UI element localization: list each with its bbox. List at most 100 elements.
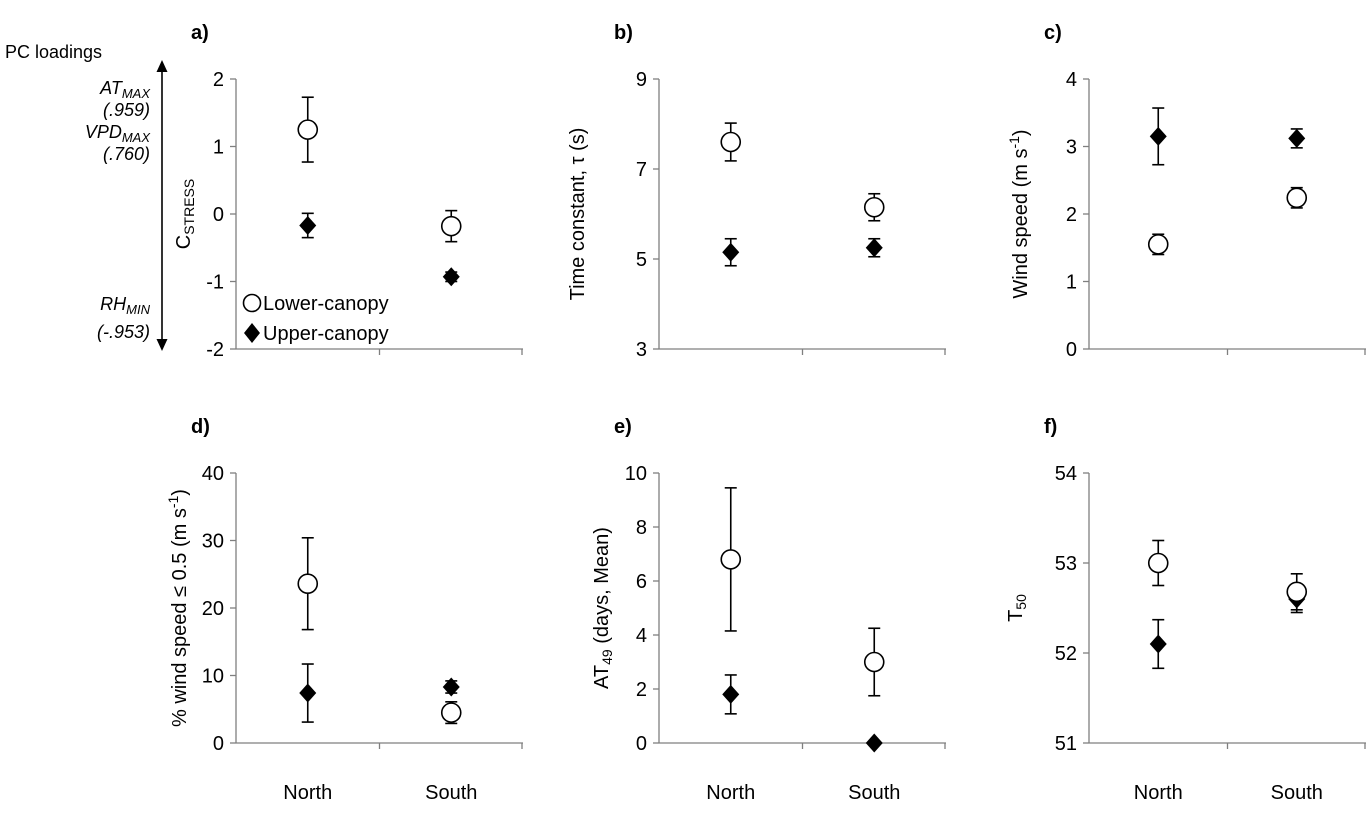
- x-category-label-south: South: [848, 782, 900, 804]
- upper-canopy-point-c: [1288, 128, 1306, 148]
- y-tick-label-f: 52: [1055, 643, 1077, 665]
- x-category-label-north: North: [706, 782, 755, 804]
- lower-canopy-point-a: [297, 119, 319, 140]
- panel-label-a: a): [191, 22, 209, 44]
- pc-arrow-head-down: [156, 339, 168, 351]
- y-tick-label-c: 4: [1066, 69, 1077, 91]
- upper-canopy-point-d: [442, 677, 460, 697]
- pc-loadings-annotation: PC loadings ATMAX (.959) VPDMAX (.760) R…: [5, 42, 168, 351]
- x-category-label-north: North: [283, 782, 332, 804]
- upper-canopy-point-b: [722, 242, 740, 262]
- y-tick-label-d: 40: [202, 463, 224, 485]
- panel-c: c) 0 1 2 3 4 Wind speed (m s-1): [1006, 22, 1366, 361]
- y-tick-label-a: 1: [213, 137, 224, 159]
- y-tick-label-e: 8: [636, 517, 647, 539]
- pc-bottom-label-main: RH: [100, 294, 127, 314]
- pc-top-label-main: AT: [99, 78, 124, 98]
- y-axis-title-main: T: [1005, 610, 1027, 622]
- y-tick-label-c: 3: [1066, 137, 1077, 159]
- y-axis-title-b: Time constant, τ (s): [567, 128, 589, 301]
- lower-canopy-point-d: [440, 702, 462, 723]
- panel-label-f: f): [1044, 416, 1057, 438]
- y-tick-label-d: 30: [202, 531, 224, 553]
- x-category-label-south: South: [425, 782, 477, 804]
- panel-label-e: e): [614, 416, 632, 438]
- upper-canopy-point-f: [1149, 634, 1167, 654]
- upper-canopy-point-e: [865, 733, 883, 753]
- y-axis-title-main: Wind speed (m s: [1010, 149, 1032, 299]
- panel-label-d: d): [191, 416, 210, 438]
- pc-arrow-head-up: [156, 60, 168, 72]
- lower-canopy-point-f: [1147, 552, 1169, 574]
- panel-e: e) 0 2 4 6 8 10 North South AT49 (days, Mean): [591, 416, 946, 804]
- y-tick-label-c: 1: [1066, 272, 1077, 294]
- y-tick-label-a: -1: [206, 272, 224, 294]
- y-axis-title-main: Time constant, τ (s): [567, 128, 589, 301]
- y-tick-label-e: 6: [636, 571, 647, 593]
- y-tick-label-e: 10: [625, 463, 647, 485]
- lower-canopy-point-e: [863, 651, 885, 673]
- legend-upper-label: Upper-canopy: [263, 323, 389, 345]
- y-axis-title-d: % wind speed ≤ 0.5 (m s-1): [165, 489, 191, 727]
- pc-top-label: ATMAX: [99, 78, 151, 101]
- upper-canopy-point-c: [1149, 126, 1167, 146]
- y-axis-title-sup: -1: [165, 495, 181, 508]
- y-axis-title-main: C: [173, 235, 195, 249]
- y-tick-label-c: 2: [1066, 204, 1077, 226]
- legend-lower-marker: [242, 293, 262, 313]
- panel-d: d) 0 10 20 30 40 North South % wind speed ≤ 0.5 …: [165, 416, 523, 804]
- y-axis-title-main: AT: [591, 665, 613, 689]
- y-axis-title-tail: ): [169, 489, 191, 496]
- y-axis-title-e: AT49 (days, Mean): [591, 527, 615, 689]
- y-tick-label-b: 7: [636, 159, 647, 181]
- y-tick-label-c: 0: [1066, 339, 1077, 361]
- y-tick-label-d: 0: [213, 733, 224, 755]
- y-tick-label-e: 2: [636, 679, 647, 701]
- x-category-label-north: North: [1134, 782, 1183, 804]
- y-axis-title-c: Wind speed (m s-1): [1006, 129, 1032, 298]
- y-tick-label-a: 2: [213, 69, 224, 91]
- chart-panels: a) -2 -1 0 1 2 CSTRESS b) 3 5 7 9 Time constant, τ (…: [165, 22, 1366, 804]
- y-axis-title-tail: (days, Mean): [591, 527, 613, 649]
- pc-top-label-sub: MAX: [122, 86, 152, 101]
- legend-lower-label: Lower-canopy: [263, 293, 389, 315]
- lower-canopy-point-a: [440, 215, 462, 237]
- panel-a: a) -2 -1 0 1 2 CSTRESS: [173, 22, 523, 361]
- y-tick-label-b: 9: [636, 69, 647, 91]
- x-category-label-south: South: [1271, 782, 1323, 804]
- y-tick-label-f: 54: [1055, 463, 1077, 485]
- legend-upper-marker: [244, 323, 260, 343]
- lower-canopy-point-d: [297, 573, 319, 595]
- lower-canopy-point-b: [720, 131, 742, 153]
- upper-canopy-point-e: [722, 684, 740, 704]
- upper-canopy-point-a: [299, 215, 317, 235]
- pc-top-value: (.959): [103, 100, 150, 120]
- pc-mid-label-main: VPD: [85, 122, 122, 142]
- y-tick-label-b: 5: [636, 249, 647, 271]
- y-axis-title-a: CSTRESS: [173, 179, 197, 249]
- pc-loadings-title: PC loadings: [5, 42, 102, 62]
- y-tick-label-d: 20: [202, 598, 224, 620]
- pc-mid-label: VPDMAX: [85, 122, 152, 145]
- y-axis-title-f: T50: [1005, 594, 1029, 622]
- y-axis-title-sub: STRESS: [181, 179, 197, 235]
- legend: Lower-canopy Upper-canopy: [242, 293, 389, 345]
- panel-b: b) 3 5 7 9 Time constant, τ (s): [567, 22, 946, 361]
- y-axis-title-tail: ): [1010, 129, 1032, 136]
- y-tick-label-a: -2: [206, 339, 224, 361]
- lower-canopy-point-f: [1286, 581, 1308, 603]
- y-tick-label-f: 51: [1055, 733, 1077, 755]
- panel-f: f) 51 52 53 54 North South T50: [1005, 416, 1366, 804]
- panel-label-c: c): [1044, 22, 1062, 44]
- y-axis-title-main: % wind speed ≤ 0.5 (m s: [169, 508, 191, 727]
- y-tick-label-d: 10: [202, 666, 224, 688]
- lower-canopy-point-c: [1286, 187, 1308, 209]
- pc-bottom-label-sub: MIN: [126, 302, 150, 317]
- pc-mid-value: (.760): [103, 144, 150, 164]
- y-tick-label-f: 53: [1055, 553, 1077, 575]
- lower-canopy-point-b: [863, 196, 885, 218]
- y-axis-title-sub: 50: [1013, 594, 1029, 610]
- y-tick-label-b: 3: [636, 339, 647, 361]
- y-tick-label-a: 0: [213, 204, 224, 226]
